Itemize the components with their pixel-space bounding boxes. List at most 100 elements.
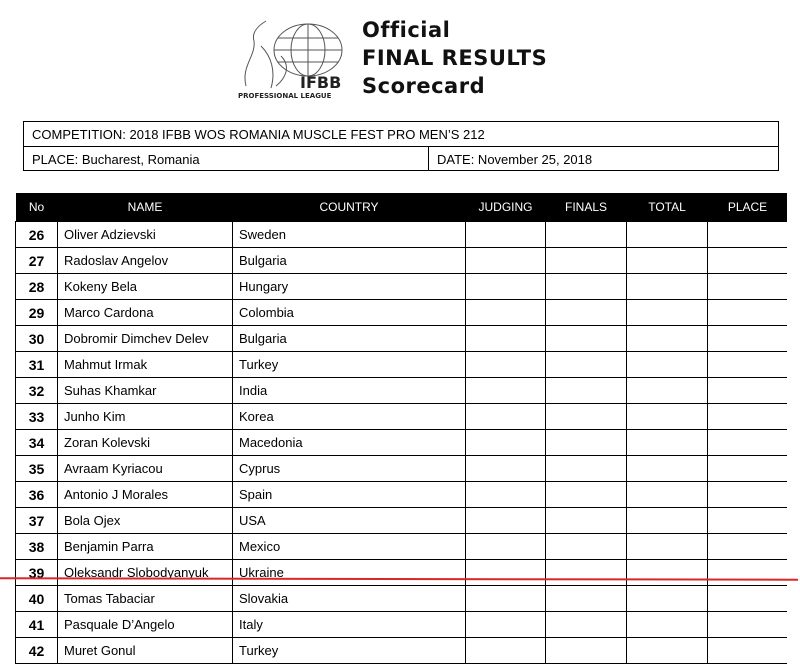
table-row: 30 Dobromir Dimchev Delev Bulgaria	[15, 325, 787, 352]
date-field: DATE: November 25, 2018	[437, 151, 593, 167]
cell-country: Turkey	[232, 351, 466, 378]
cell-place	[707, 481, 787, 508]
cell-total	[626, 403, 708, 430]
cell-name: Dobromir Dimchev Delev	[57, 325, 233, 352]
cell-total	[626, 637, 708, 664]
cell-no: 41	[15, 611, 58, 638]
column-header-name: NAME	[57, 193, 233, 222]
cell-finals	[545, 247, 627, 274]
cell-total	[626, 481, 708, 508]
cell-name: Antonio J Morales	[57, 481, 233, 508]
cell-place	[707, 585, 787, 612]
cell-total	[626, 325, 708, 352]
cell-place	[707, 377, 787, 404]
cell-name: Benjamin Parra	[57, 533, 233, 560]
cell-total	[626, 247, 708, 274]
cell-place	[707, 559, 787, 586]
cell-place	[707, 325, 787, 352]
ifbb-logo: IFBB PROFESSIONAL LEAGUE	[238, 20, 343, 100]
cell-place	[707, 403, 787, 430]
cell-judging	[465, 637, 546, 664]
table-row: 39 Oleksandr Slobodyanyuk Ukraine	[15, 559, 787, 586]
cell-no: 33	[15, 403, 58, 430]
cell-total	[626, 533, 708, 560]
cell-judging	[465, 611, 546, 638]
cell-total	[626, 273, 708, 300]
cell-no: 42	[15, 637, 58, 664]
svg-text:PROFESSIONAL LEAGUE: PROFESSIONAL LEAGUE	[238, 92, 332, 100]
cell-country: Spain	[232, 481, 466, 508]
table-row: 35 Avraam Kyriacou Cyprus	[15, 455, 787, 482]
cell-finals	[545, 377, 627, 404]
cell-no: 35	[15, 455, 58, 482]
competition-field: COMPETITION: 2018 IFBB WOS ROMANIA MUSCL…	[24, 122, 778, 147]
cell-finals	[545, 507, 627, 534]
title-line-2: FINAL RESULTS	[362, 46, 548, 70]
cell-total	[626, 299, 708, 326]
cell-name: Avraam Kyriacou	[57, 455, 233, 482]
table-row: 29 Marco Cardona Colombia	[15, 299, 787, 326]
table-row: 26 Oliver Adzievski Sweden	[15, 221, 787, 248]
table-row: 40 Tomas Tabaciar Slovakia	[15, 585, 787, 612]
cell-judging	[465, 507, 546, 534]
cell-judging	[465, 481, 546, 508]
cell-judging	[465, 559, 546, 586]
cell-name: Radoslav Angelov	[57, 247, 233, 274]
cell-name: Zoran Kolevski	[57, 429, 233, 456]
table-row: 41 Pasquale D’Angelo Italy	[15, 611, 787, 638]
cell-no: 39	[15, 559, 58, 586]
cell-country: Colombia	[232, 299, 466, 326]
cell-total	[626, 351, 708, 378]
cell-name: Marco Cardona	[57, 299, 233, 326]
cell-finals	[545, 351, 627, 378]
table-row: 31 Mahmut Irmak Turkey	[15, 351, 787, 378]
results-table: No NAME COUNTRY JUDGING FINALS TOTAL PLACE 26 O…	[15, 193, 787, 664]
cell-name: Suhas Khamkar	[57, 377, 233, 404]
place-field: PLACE: Bucharest, Romania	[24, 147, 429, 171]
cell-total	[626, 585, 708, 612]
cell-name: Mahmut Irmak	[57, 351, 233, 378]
cell-judging	[465, 221, 546, 248]
svg-text:IFBB: IFBB	[300, 73, 341, 92]
cell-finals	[545, 637, 627, 664]
cell-place	[707, 429, 787, 456]
cell-country: Turkey	[232, 637, 466, 664]
cell-country: Mexico	[232, 533, 466, 560]
cell-total	[626, 559, 708, 586]
cell-name: Muret Gonul	[57, 637, 233, 664]
cell-place	[707, 247, 787, 274]
cell-finals	[545, 533, 627, 560]
cell-name: Bola Ojex	[57, 507, 233, 534]
cell-judging	[465, 273, 546, 300]
table-row: 38 Benjamin Parra Mexico	[15, 533, 787, 560]
cell-judging	[465, 403, 546, 430]
cell-total	[626, 455, 708, 482]
cell-no: 31	[15, 351, 58, 378]
cell-total	[626, 221, 708, 248]
column-header-country: COUNTRY	[232, 193, 466, 222]
cell-no: 37	[15, 507, 58, 534]
cell-country: Bulgaria	[232, 325, 466, 352]
table-row: 36 Antonio J Morales Spain	[15, 481, 787, 508]
title-line-1: Official	[362, 18, 451, 42]
cell-place	[707, 611, 787, 638]
table-row: 27 Radoslav Angelov Bulgaria	[15, 247, 787, 274]
cell-total	[626, 611, 708, 638]
cell-finals	[545, 221, 627, 248]
table-row: 32 Suhas Khamkar India	[15, 377, 787, 404]
cell-finals	[545, 299, 627, 326]
cell-country: USA	[232, 507, 466, 534]
cell-country: Macedonia	[232, 429, 466, 456]
cell-no: 30	[15, 325, 58, 352]
column-header-judging: JUDGING	[465, 193, 546, 222]
table-row: 28 Kokeny Bela Hungary	[15, 273, 787, 300]
table-row: 42 Muret Gonul Turkey	[15, 637, 787, 664]
cell-name: Tomas Tabaciar	[57, 585, 233, 612]
cell-judging	[465, 247, 546, 274]
table-row: 37 Bola Ojex USA	[15, 507, 787, 534]
column-header-no: No	[15, 193, 58, 222]
cell-country: India	[232, 377, 466, 404]
cell-finals	[545, 611, 627, 638]
cell-country: Sweden	[232, 221, 466, 248]
cell-finals	[545, 585, 627, 612]
